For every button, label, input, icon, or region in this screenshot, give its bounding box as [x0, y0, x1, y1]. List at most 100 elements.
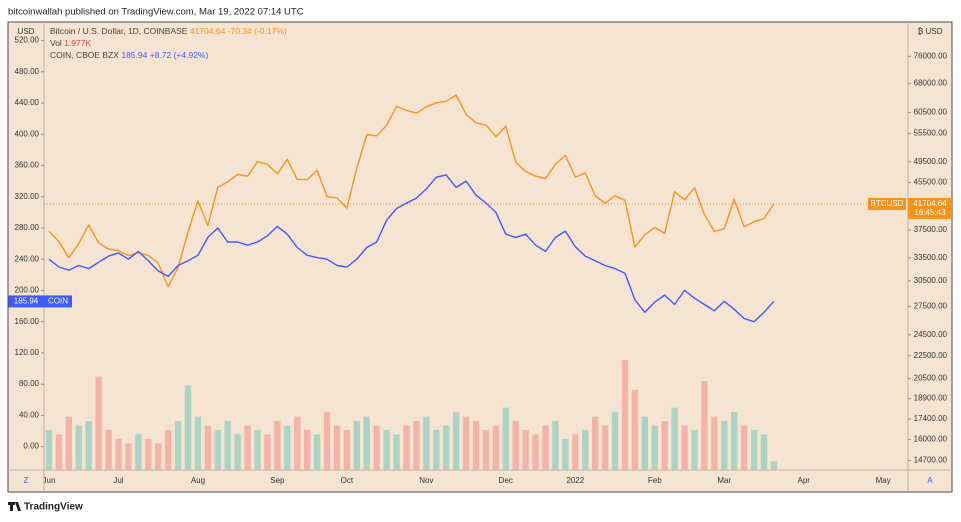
logo-part [15, 502, 21, 511]
volume-bar [641, 416, 649, 470]
footer: TradingView [8, 502, 83, 513]
x-tick-label: May [876, 476, 891, 485]
volume-bar [65, 416, 73, 470]
symbol-tag [44, 295, 72, 308]
x-tick-label: Sep [270, 476, 285, 485]
volume-bar [85, 421, 92, 470]
y-tick-label: 80.00 [19, 379, 40, 388]
y2-tick-label: 55500.00 [914, 129, 948, 138]
y-tick-label: 360.00 [15, 161, 40, 170]
y2-tick-label: 45500.00 [914, 178, 948, 187]
logo-part [10, 502, 13, 511]
plot-area: Bitcoin / U.S. Dollar, 1D, COINBASE 4170… [44, 26, 908, 470]
volume-bar [313, 434, 321, 470]
volume-bar [403, 425, 410, 470]
volume-bar [264, 434, 271, 470]
publish-header: bitcoinwallah published on TradingView.c… [8, 7, 304, 18]
y2-tick-label: 30500.00 [914, 276, 948, 285]
volume-bar [601, 425, 609, 470]
y-axis-unit: USD [18, 27, 35, 36]
volume-bar [482, 429, 490, 470]
symbol-tag-label: COIN [48, 297, 68, 306]
volume-bar [591, 416, 599, 470]
volume-bar [760, 434, 768, 470]
price-tag-value: 41704.64 [913, 199, 947, 208]
volume-bar [174, 421, 182, 470]
y2-tick-label: 22500.00 [914, 351, 948, 360]
y-tick-label: 520.00 [15, 36, 40, 45]
x-tick-label: 2022 [566, 476, 584, 485]
y2-tick-label: 37500.00 [914, 225, 948, 234]
volume-bar [105, 429, 112, 470]
volume-bar [651, 425, 658, 470]
price-tag-countdown: 16:45:43 [914, 208, 946, 217]
y2-tick-label: 49500.00 [914, 157, 948, 166]
volume-bar [353, 421, 361, 470]
symbol-tag [868, 197, 906, 210]
volume-bar [284, 425, 291, 470]
volume-bar [75, 425, 82, 470]
volume-bar [164, 429, 172, 470]
legend-name: Bitcoin / U.S. Dollar, 1D, COINBASE [50, 26, 188, 36]
volume-bar [274, 421, 281, 470]
y-tick-label: 40.00 [19, 410, 40, 419]
volume-bar [55, 434, 63, 470]
volume-bar [95, 376, 102, 470]
symbol-tag-label: BTCUSD [871, 199, 904, 208]
price-tag [8, 295, 44, 308]
y2-tick-label: 60500.00 [914, 107, 948, 116]
x-tick-label: Aug [191, 476, 205, 485]
legend-row: COIN, CBOE BZX 185.94 +8.72 (+4.92%) [50, 50, 208, 60]
x-tick-label: Mar [717, 476, 731, 485]
y2-tick-label: 68000.00 [914, 79, 948, 88]
y2-tick-label: 18900.00 [914, 394, 948, 403]
volume-bar [303, 429, 311, 470]
volume-bar [691, 429, 698, 470]
volume-bar [492, 425, 500, 470]
volume-bar [254, 429, 261, 470]
volume-bar [731, 412, 738, 470]
volume-bar [582, 429, 589, 470]
volume-bar [611, 412, 619, 470]
volume-bar [184, 385, 192, 470]
right-axis-panel [908, 22, 952, 471]
y2-tick-label: 20500.00 [914, 374, 948, 383]
y2-tick-label: 33500.00 [914, 253, 948, 262]
x-tick-label: Nov [419, 476, 433, 485]
y-tick-label: 320.00 [15, 192, 40, 201]
volume-bar [552, 421, 559, 470]
volume-bar [572, 434, 579, 470]
legend-value: 185.94 [121, 50, 147, 60]
y2-axis-unit: ₿ USD [917, 27, 942, 36]
scale-button[interactable]: Z [24, 476, 29, 485]
left-axis-panel [8, 22, 44, 471]
y-tick-label: 0.00 [23, 442, 39, 451]
legend-row: Vol 1.977K [50, 38, 91, 48]
legend-name: COIN, CBOE BZX [50, 50, 119, 60]
volume-bar [721, 421, 728, 470]
volume-bar [45, 429, 53, 470]
chart-panel [7, 21, 953, 493]
volume-bar [631, 389, 639, 470]
legend-change: +8.72 (+4.92%) [150, 50, 209, 60]
volume-bar [522, 429, 529, 470]
axes: 0.00 40.00 80.00 120.00 160.00 200.00 240.00 28… [8, 22, 952, 492]
y-tick-label: 200.00 [15, 286, 40, 295]
y-tick-label: 400.00 [15, 129, 40, 138]
y-tick-label: 480.00 [15, 67, 40, 76]
price-line [48, 94, 775, 288]
legend-row: Bitcoin / U.S. Dollar, 1D, COINBASE 4170… [50, 26, 287, 36]
x-tick-label: Dec [499, 476, 513, 485]
volume-bar [661, 421, 668, 470]
scale-button[interactable]: A [927, 476, 933, 485]
volume-bar [343, 429, 351, 470]
volume-bar [740, 425, 748, 470]
legend-value: 41704.64 [190, 26, 226, 36]
volume-bar [413, 421, 420, 470]
x-tick-label: Oct [341, 476, 354, 485]
legend-change: -70.34 (-0.17%) [228, 26, 287, 36]
y-tick-label: 440.00 [15, 98, 40, 107]
y2-tick-label: 17400.00 [914, 414, 948, 423]
volume-bar [770, 461, 778, 470]
